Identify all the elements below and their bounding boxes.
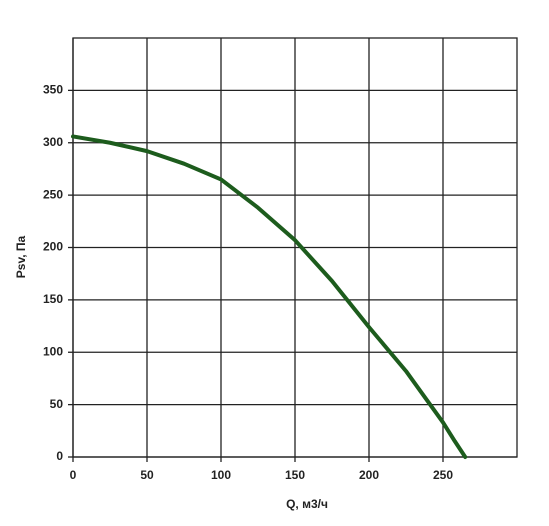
x-tick-label: 50 (140, 468, 154, 482)
y-tick-label: 0 (56, 449, 63, 463)
y-tick-label: 100 (43, 344, 63, 358)
y-axis-label: Psv, Па (14, 235, 28, 278)
y-tick-label: 200 (43, 240, 63, 254)
x-tick-label: 200 (359, 468, 379, 482)
x-tick-label: 150 (285, 468, 305, 482)
y-tick-label: 50 (50, 397, 64, 411)
curve (71, 134, 468, 459)
y-tick-label: 250 (43, 187, 63, 201)
y-tick-label: 150 (43, 292, 63, 306)
x-axis-label: Q, м3/ч (286, 497, 328, 511)
y-tick-label: 350 (43, 83, 63, 97)
x-tick-label: 100 (211, 468, 231, 482)
y-tick-label: 300 (43, 135, 63, 149)
x-tick-label: 0 (70, 468, 77, 482)
x-tick-label: 250 (433, 468, 453, 482)
